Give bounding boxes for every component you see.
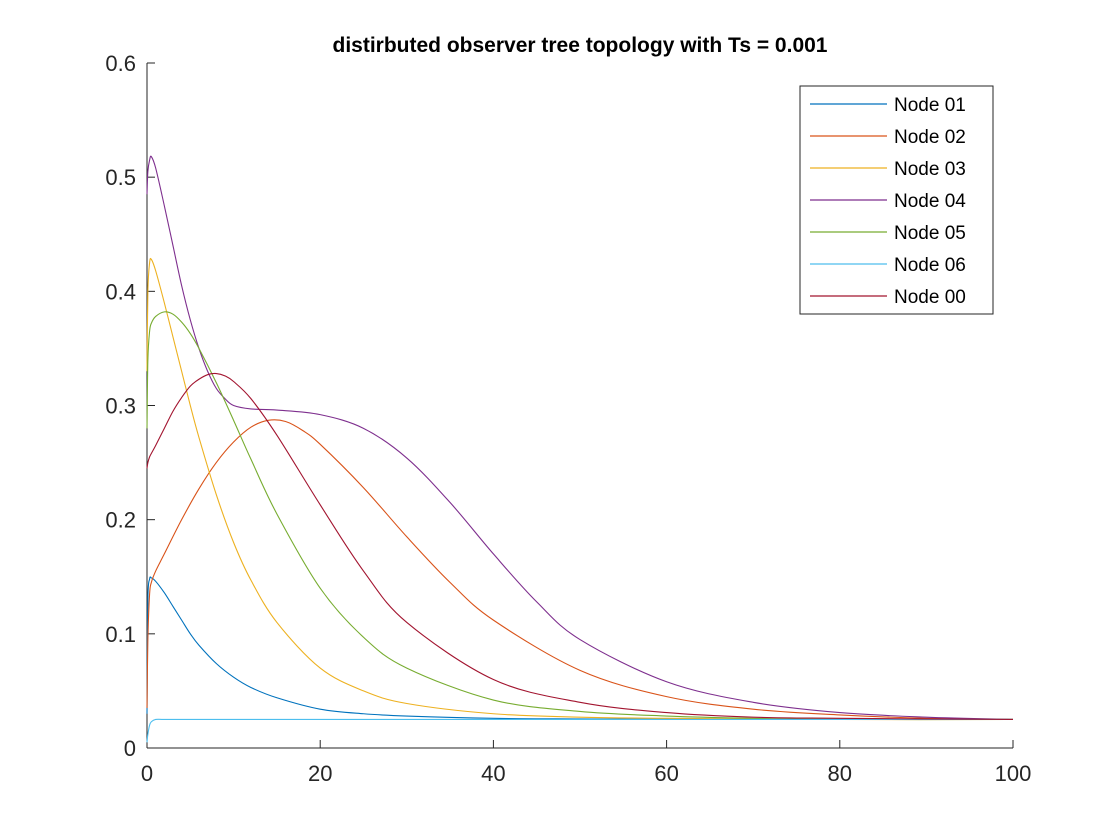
legend-label-node-05: Node 05 bbox=[894, 223, 966, 244]
y-tick-label: 0.1 bbox=[105, 622, 136, 647]
y-tick-label: 0.3 bbox=[105, 394, 136, 419]
legend: Node 01 Node 02 Node 03 Node 04 Node 05 Node … bbox=[799, 85, 994, 315]
y-tick-label: 0.5 bbox=[105, 165, 136, 190]
y-tick-label: 0 bbox=[124, 736, 136, 761]
x-tick-label: 60 bbox=[654, 761, 678, 786]
series-line-node-04 bbox=[146, 155, 1014, 721]
series-line-node-02 bbox=[146, 419, 1014, 721]
x-tick-label: 100 bbox=[995, 761, 1032, 786]
x-ticks: 0 20 40 60 80 100 bbox=[141, 740, 1031, 786]
chart-title: distirbuted observer tree topology with … bbox=[333, 34, 828, 57]
legend-label-node-04: Node 04 bbox=[894, 191, 966, 212]
legend-label-node-00: Node 00 bbox=[894, 287, 966, 308]
plot-lines bbox=[146, 155, 1014, 743]
legend-items: Node 01 Node 02 Node 03 Node 04 Node 05 Node … bbox=[810, 95, 966, 308]
series-line-node-05 bbox=[146, 311, 1014, 721]
x-tick-label: 20 bbox=[308, 761, 332, 786]
y-tick-label: 0.2 bbox=[105, 508, 136, 533]
y-tick-label: 0.4 bbox=[105, 279, 136, 304]
y-ticks: 0 0.1 0.2 0.3 0.4 0.5 0.6 bbox=[105, 51, 155, 761]
legend-label-node-03: Node 03 bbox=[894, 159, 966, 180]
series-line-node-00 bbox=[146, 372, 1014, 721]
series-line-node-06 bbox=[146, 718, 1013, 743]
legend-label-node-01: Node 01 bbox=[894, 95, 966, 116]
x-tick-label: 80 bbox=[828, 761, 852, 786]
legend-label-node-06: Node 06 bbox=[894, 255, 966, 276]
series-line-node-03 bbox=[146, 257, 1014, 721]
x-tick-label: 0 bbox=[141, 761, 153, 786]
legend-label-node-02: Node 02 bbox=[894, 127, 966, 148]
y-tick-label: 0.6 bbox=[105, 51, 136, 76]
x-tick-label: 40 bbox=[481, 761, 505, 786]
